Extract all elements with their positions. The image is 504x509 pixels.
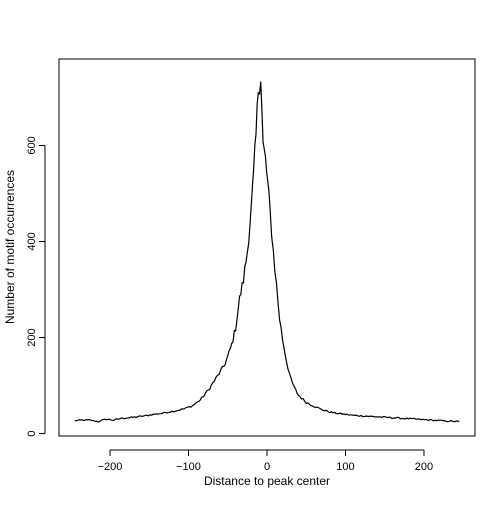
x-axis: −200 −100 0 100 200 [98,449,433,473]
plot-frame [58,58,476,437]
series-line [74,81,460,423]
x-tick-label: 200 [415,461,433,473]
series-layer [74,81,460,423]
x-tick-label: −100 [176,461,201,473]
y-tick-label: 200 [26,328,38,346]
x-tick-label: 0 [264,461,270,473]
y-tick-label: 600 [26,136,38,154]
x-axis-title: Distance to peak center [204,474,330,488]
x-tick-label: −200 [98,461,123,473]
x-tick-label: 100 [336,461,354,473]
y-axis-title: Number of motif occurrences [3,170,17,324]
y-tick-label: 400 [26,232,38,250]
y-axis: 0 200 400 600 [26,136,46,437]
y-tick-label: 0 [26,431,38,437]
